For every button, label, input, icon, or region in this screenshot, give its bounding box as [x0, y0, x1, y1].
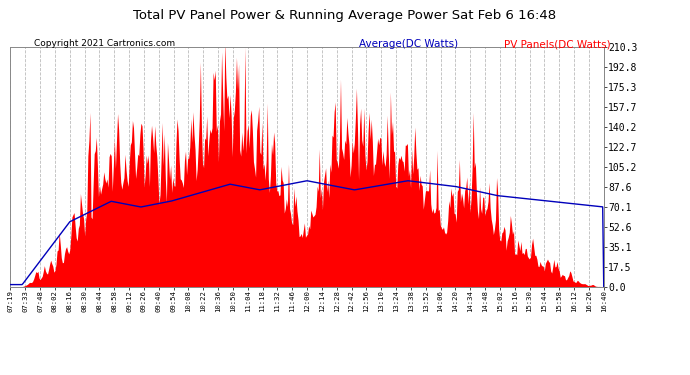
Text: Average(DC Watts): Average(DC Watts) — [359, 39, 458, 50]
Text: PV Panels(DC Watts): PV Panels(DC Watts) — [504, 39, 611, 50]
Text: Copyright 2021 Cartronics.com: Copyright 2021 Cartronics.com — [34, 39, 176, 48]
Text: Total PV Panel Power & Running Average Power Sat Feb 6 16:48: Total PV Panel Power & Running Average P… — [133, 9, 557, 22]
